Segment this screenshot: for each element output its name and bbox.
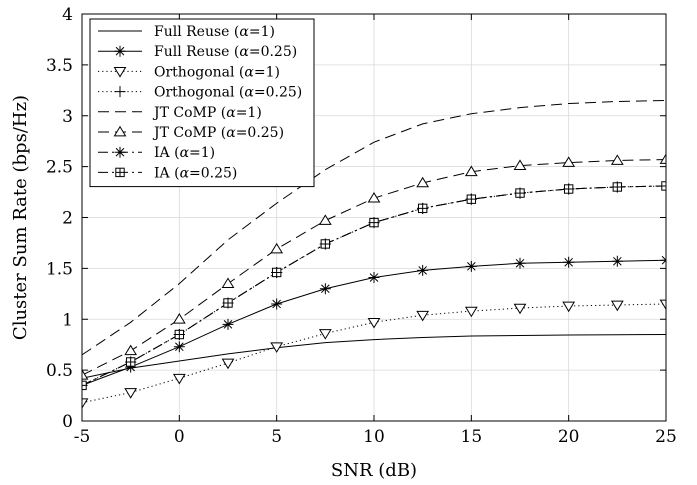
data-point <box>271 298 283 310</box>
data-point <box>610 300 624 312</box>
data-point <box>173 341 185 353</box>
data-point <box>174 329 185 340</box>
legend-entry: IA (α=1) <box>98 145 215 161</box>
data-point <box>416 176 430 188</box>
x-tick-label: 25 <box>655 427 677 447</box>
legend-box <box>89 18 315 188</box>
x-tick-label: -5 <box>74 427 91 447</box>
series-1 <box>82 334 666 379</box>
y-tick-label: 2.5 <box>46 158 73 178</box>
data-point <box>369 217 379 228</box>
data-point <box>612 182 623 192</box>
data-point <box>114 146 126 158</box>
data-point <box>464 165 478 177</box>
data-point <box>172 373 186 385</box>
data-point <box>367 317 381 329</box>
data-point <box>172 313 186 324</box>
legend-label: IA (α=0.25) <box>154 165 237 181</box>
y-tick-label: 2 <box>62 209 73 229</box>
y-tick-label: 0 <box>62 412 73 432</box>
data-point <box>222 318 234 330</box>
data-point <box>513 303 527 315</box>
legend-label: Orthogonal (α=0.25) <box>154 85 302 101</box>
y-tick-label: 4 <box>62 5 73 25</box>
data-point <box>114 45 126 57</box>
data-point <box>563 184 574 194</box>
legend-label: IA (α=1) <box>154 145 215 161</box>
x-tick-label: 10 <box>363 427 385 447</box>
data-point <box>114 86 126 98</box>
data-point <box>562 156 576 167</box>
legend-entry: Orthogonal (α=1) <box>98 64 280 80</box>
x-tick-label: 5 <box>271 427 282 447</box>
data-point <box>417 264 429 276</box>
y-axis-title: Cluster Sum Rate (bps/Hz) <box>10 95 31 340</box>
legend-label: Orthogonal (α=1) <box>154 64 280 80</box>
series-line <box>82 334 666 379</box>
data-point <box>82 369 89 380</box>
data-point <box>270 342 284 353</box>
data-point <box>514 257 526 269</box>
data-point <box>464 306 478 318</box>
data-point <box>562 301 576 313</box>
data-point <box>318 214 332 225</box>
data-point <box>466 194 477 204</box>
legend-label: Full Reuse (α=1) <box>154 24 275 40</box>
y-tick-label: 1.5 <box>46 259 73 279</box>
data-point <box>221 277 235 288</box>
x-axis-title: SNR (dB) <box>331 460 417 481</box>
legend: Full Reuse (α=1) Full Reuse (α=0.25) Ortho… <box>89 18 315 188</box>
series-2 <box>82 254 666 391</box>
series-5 <box>82 99 666 356</box>
legend-label: JT CoMP (α=0.25) <box>152 125 284 141</box>
data-point <box>513 159 527 170</box>
x-tick-label: 0 <box>174 427 185 447</box>
data-point <box>270 242 284 254</box>
data-point <box>124 388 138 399</box>
series-line <box>82 99 666 356</box>
data-point <box>465 260 477 272</box>
data-point <box>82 398 89 409</box>
data-point <box>416 310 430 322</box>
y-tick-label: 3 <box>62 107 73 127</box>
x-tick-label: 15 <box>461 427 483 447</box>
data-point <box>221 358 235 370</box>
data-point <box>515 188 525 198</box>
x-tick-label: 20 <box>558 427 580 447</box>
data-point <box>320 239 331 249</box>
data-point <box>113 67 127 78</box>
y-tick-label: 1 <box>62 310 73 330</box>
data-point <box>610 154 624 165</box>
legend-entry: Full Reuse (α=1) <box>98 24 275 40</box>
legend-entry: Orthogonal (α=0.25) <box>98 85 302 101</box>
data-point <box>125 357 136 367</box>
series-3 <box>82 299 666 409</box>
legend-entry: Full Reuse (α=0.25) <box>98 44 297 60</box>
data-point <box>318 329 332 340</box>
data-point <box>659 153 666 164</box>
data-point <box>563 256 575 268</box>
y-tick-label: 0.5 <box>46 361 73 381</box>
data-point <box>115 167 125 178</box>
legend-label: JT CoMP (α=1) <box>152 105 262 121</box>
data-point <box>223 298 233 308</box>
data-point <box>319 283 331 295</box>
y-tick-label: 3.5 <box>46 56 73 76</box>
legend-label: Full Reuse (α=0.25) <box>154 44 297 60</box>
legend-entry: JT CoMP (α=1) <box>98 105 262 121</box>
data-point <box>113 125 127 137</box>
data-point <box>124 344 138 356</box>
data-point <box>611 255 623 267</box>
data-point <box>417 203 428 214</box>
legend-entry: IA (α=0.25) <box>98 165 237 181</box>
data-point <box>367 191 381 203</box>
data-point <box>368 272 380 284</box>
data-point <box>659 299 666 311</box>
legend-entry: JT CoMP (α=0.25) <box>98 125 284 141</box>
series-6 <box>82 153 666 380</box>
data-point <box>271 267 282 278</box>
